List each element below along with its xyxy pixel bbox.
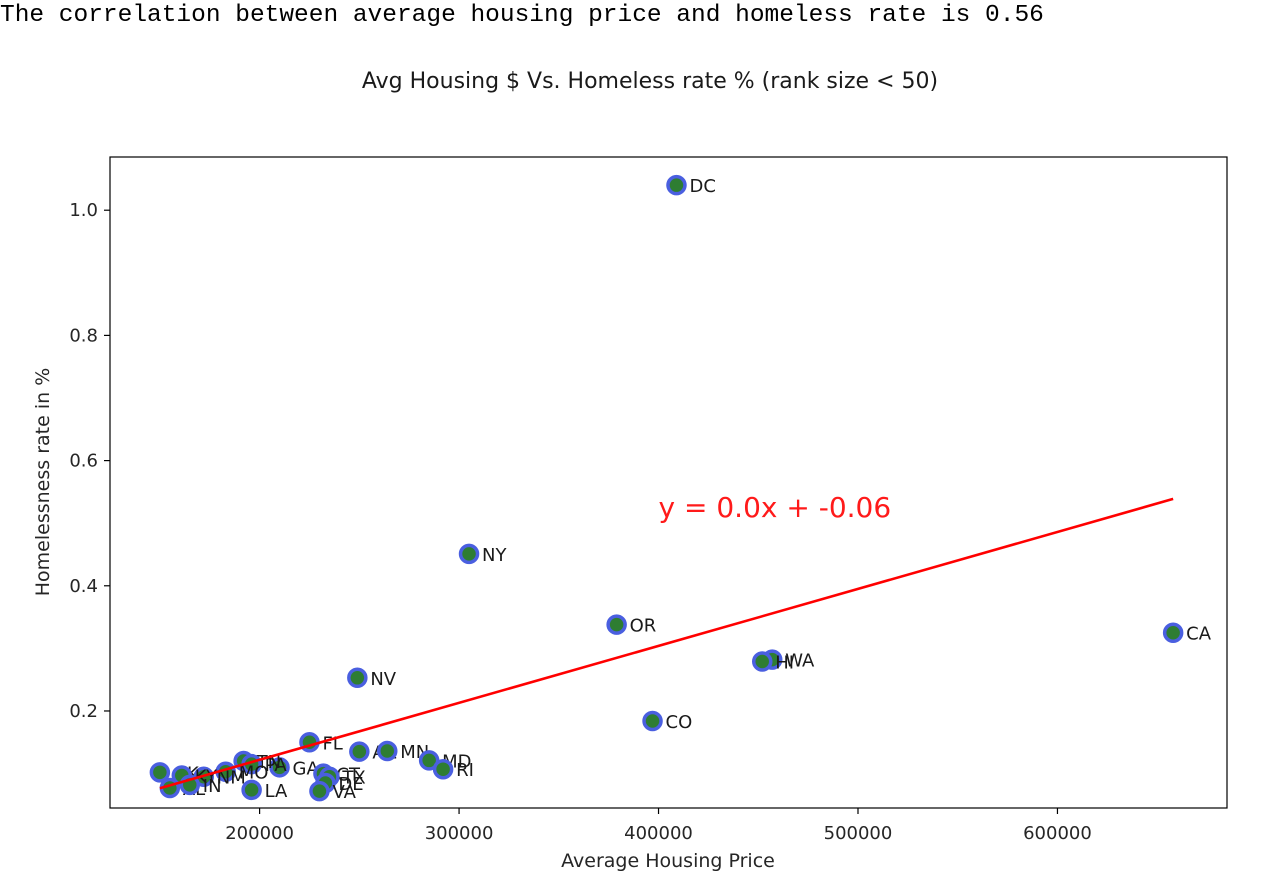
scatter-point	[751, 651, 773, 672]
point-label: HI	[775, 653, 794, 674]
x-tick-label: 300000	[425, 823, 494, 844]
point-label: CO	[666, 712, 693, 733]
plot-layer: DCNYORCAWAHINVCOFLAZMNMDRIGATNPAMOOKNMKY…	[149, 174, 1212, 803]
regression-line	[159, 497, 1174, 790]
scatter-point	[241, 779, 262, 801]
scatter-point	[377, 740, 398, 762]
scatter-point	[347, 667, 368, 689]
x-tick-label: 400000	[624, 823, 693, 844]
scatter-point	[149, 762, 171, 783]
y-tick-label: 1.0	[69, 200, 98, 221]
point-label: NY	[482, 545, 507, 566]
point-label: IN	[203, 776, 222, 797]
scatter-point	[432, 758, 454, 780]
scatter-point	[606, 614, 627, 635]
point-label: NV	[370, 669, 396, 690]
point-label: TX	[341, 768, 365, 789]
point-label: PA	[265, 755, 288, 776]
point-label: LA	[265, 781, 288, 802]
point-label: TN	[256, 752, 281, 773]
scatter-point	[642, 710, 663, 732]
point-label: RI	[456, 760, 474, 781]
point-label: NM	[217, 768, 246, 789]
scatter-point	[418, 750, 440, 771]
x-tick-label: 500000	[824, 823, 893, 844]
point-label: CT	[336, 765, 361, 786]
point-label: OR	[630, 616, 657, 637]
point-label: GA	[293, 758, 320, 779]
point-label: VA	[332, 782, 356, 803]
point-label: WA	[785, 651, 815, 672]
y-tick-label: 0.2	[69, 701, 98, 722]
scatter-point	[458, 543, 480, 565]
correlation-output-text: The correlation between average housing …	[0, 2, 1044, 29]
point-label: MO	[239, 763, 269, 784]
x-tick-label: 600000	[1023, 823, 1092, 844]
scatter-point	[349, 741, 370, 762]
axes-layer: 200000 300000 400000 500000 600000 0.2 0.4 0.6 0…	[69, 200, 1091, 844]
y-axis-label: Homelessness rate in %	[32, 368, 54, 597]
regression-equation: y = 0.0x + -0.06	[659, 491, 892, 524]
y-tick-label: 0.8	[69, 325, 98, 346]
chart-title: Avg Housing $ Vs. Homeless rate % (rank …	[362, 69, 938, 94]
point-label: DE	[338, 774, 363, 795]
x-axis-label: Average Housing Price	[561, 850, 775, 872]
scatter-point	[1162, 622, 1184, 643]
y-tick-label: 0.4	[69, 576, 98, 597]
point-label: DC	[689, 176, 715, 197]
scatter-point	[309, 780, 330, 802]
point-label: KY	[195, 766, 218, 787]
scatter-point	[666, 174, 687, 196]
y-tick-label: 0.6	[69, 451, 98, 472]
x-tick-label: 200000	[225, 823, 294, 844]
plot-area	[109, 156, 1228, 809]
point-label: CA	[1186, 624, 1212, 645]
scatter-point	[269, 757, 290, 778]
